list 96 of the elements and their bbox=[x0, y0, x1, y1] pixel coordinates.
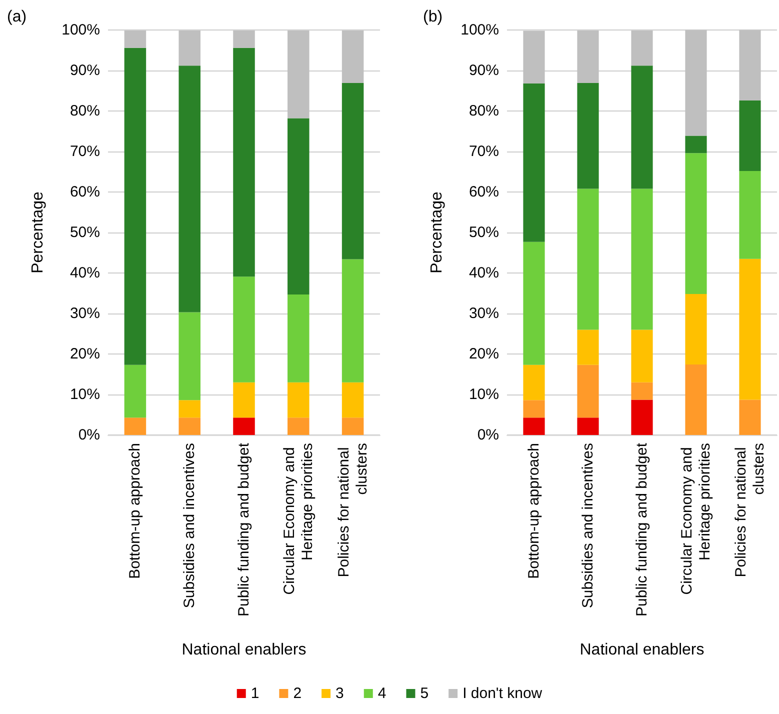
x-tick-label: Subsidies and incentives bbox=[580, 443, 596, 608]
bar bbox=[233, 382, 255, 418]
y-tick-label: 0% bbox=[78, 426, 100, 444]
y-tick-label: 60% bbox=[70, 184, 100, 200]
bar bbox=[124, 48, 146, 365]
chart-title: (b) bbox=[423, 8, 443, 26]
bar bbox=[631, 188, 653, 330]
bar bbox=[233, 276, 255, 382]
x-tick-label: Subsidies and incentives bbox=[181, 443, 198, 608]
bar bbox=[523, 30, 545, 84]
bar bbox=[178, 66, 200, 312]
x-tick-label: Policies for national clusters bbox=[732, 443, 768, 578]
bar bbox=[685, 294, 707, 365]
y-tick-label: 40% bbox=[70, 264, 100, 282]
bar bbox=[523, 400, 545, 418]
bar bbox=[685, 136, 707, 154]
legend-label: 2 bbox=[293, 685, 302, 702]
bar bbox=[523, 242, 545, 365]
y-axis-title: Percentage bbox=[428, 191, 446, 274]
x-axis-title: National enablers bbox=[580, 642, 704, 658]
bar bbox=[124, 418, 146, 435]
bar bbox=[288, 118, 310, 294]
x-tick-label: Bottom-up approach bbox=[526, 443, 542, 579]
legend-label: 1 bbox=[250, 685, 260, 702]
y-tick-label: 10% bbox=[468, 386, 499, 403]
legend-label: 4 bbox=[378, 685, 386, 702]
bar bbox=[178, 418, 200, 435]
bar bbox=[577, 30, 599, 84]
bar bbox=[631, 66, 653, 189]
y-tick-label: 90% bbox=[70, 62, 100, 79]
bar bbox=[124, 30, 146, 48]
y-axis-title: Percentage bbox=[30, 191, 46, 274]
bar bbox=[178, 400, 200, 418]
bar bbox=[288, 30, 310, 118]
bar bbox=[577, 364, 599, 418]
bar bbox=[523, 364, 545, 400]
x-tick-label: Circular Economy and Heritage priorities bbox=[280, 443, 316, 595]
bar bbox=[288, 382, 310, 418]
bar bbox=[233, 30, 255, 48]
bar bbox=[631, 382, 653, 400]
bar bbox=[178, 312, 200, 400]
bar bbox=[631, 400, 653, 435]
bar bbox=[685, 364, 707, 435]
y-tick-label: 10% bbox=[70, 386, 100, 403]
y-tick-label: 100% bbox=[62, 22, 100, 38]
y-tick-label: 20% bbox=[70, 346, 100, 362]
bar bbox=[631, 330, 653, 382]
bar bbox=[523, 418, 545, 435]
bar bbox=[577, 418, 599, 435]
bar bbox=[124, 364, 146, 418]
x-tick-label: Circular Economy and Heritage priorities bbox=[678, 443, 714, 595]
bar bbox=[288, 294, 310, 382]
chart-title: (a) bbox=[7, 8, 27, 26]
bar bbox=[523, 83, 545, 242]
y-tick-label: 0% bbox=[477, 426, 499, 444]
legend-label: I don't know bbox=[462, 685, 542, 702]
bar bbox=[739, 170, 761, 259]
bar bbox=[739, 400, 761, 435]
y-tick-label: 70% bbox=[468, 143, 499, 160]
y-tick-label: 30% bbox=[70, 305, 100, 322]
bar bbox=[233, 418, 255, 435]
bar bbox=[342, 382, 364, 418]
bar bbox=[178, 30, 200, 66]
x-tick-label: Bottom-up approach bbox=[126, 443, 144, 579]
x-axis-title: National enablers bbox=[182, 642, 306, 658]
y-tick-label: 100% bbox=[460, 22, 499, 38]
bar bbox=[739, 258, 761, 400]
bar bbox=[685, 153, 707, 294]
y-tick-label: 20% bbox=[468, 346, 499, 362]
bar bbox=[577, 330, 599, 365]
y-tick-label: 90% bbox=[468, 62, 499, 79]
bar bbox=[685, 30, 707, 136]
x-tick-label: Policies for national clusters bbox=[335, 443, 370, 578]
bar bbox=[233, 48, 255, 277]
x-tick-label: Public funding and budget bbox=[236, 442, 252, 616]
bar bbox=[577, 188, 599, 330]
bar bbox=[342, 83, 364, 260]
bar bbox=[342, 418, 364, 435]
bar bbox=[342, 30, 364, 84]
bar bbox=[288, 418, 310, 435]
x-tick-label: Public funding and budget bbox=[634, 442, 650, 616]
bar bbox=[577, 83, 599, 189]
legend-label: 3 bbox=[336, 685, 344, 702]
bar bbox=[739, 100, 761, 171]
y-tick-label: 50% bbox=[468, 224, 499, 241]
y-tick-label: 80% bbox=[70, 102, 100, 120]
y-tick-label: 30% bbox=[468, 305, 499, 322]
bar bbox=[739, 30, 761, 100]
legend-label: 5 bbox=[420, 685, 429, 702]
bar bbox=[631, 30, 653, 66]
bar bbox=[342, 259, 364, 382]
y-tick-label: 50% bbox=[70, 224, 100, 241]
y-tick-label: 40% bbox=[468, 264, 499, 282]
y-tick-label: 70% bbox=[70, 143, 100, 160]
y-tick-label: 60% bbox=[468, 184, 499, 200]
y-tick-label: 80% bbox=[468, 102, 499, 120]
